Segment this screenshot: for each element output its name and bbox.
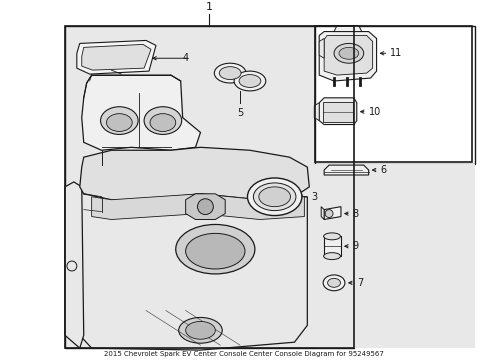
Ellipse shape bbox=[185, 233, 244, 269]
Text: 10: 10 bbox=[368, 107, 380, 117]
Ellipse shape bbox=[327, 278, 340, 287]
Ellipse shape bbox=[338, 48, 358, 59]
Polygon shape bbox=[314, 103, 319, 121]
Polygon shape bbox=[81, 44, 151, 70]
Polygon shape bbox=[324, 165, 368, 175]
Polygon shape bbox=[80, 187, 306, 350]
Bar bbox=[65, 26, 353, 348]
Polygon shape bbox=[65, 182, 83, 348]
Polygon shape bbox=[319, 98, 356, 125]
Text: 6: 6 bbox=[380, 165, 386, 175]
Ellipse shape bbox=[333, 44, 363, 63]
Text: 1: 1 bbox=[205, 2, 212, 12]
Polygon shape bbox=[81, 75, 200, 150]
Polygon shape bbox=[77, 40, 156, 74]
Bar bbox=[323, 102, 352, 122]
Polygon shape bbox=[185, 194, 225, 220]
Text: 7: 7 bbox=[356, 278, 362, 288]
Text: 8: 8 bbox=[352, 208, 358, 219]
Polygon shape bbox=[319, 32, 376, 81]
Polygon shape bbox=[319, 39, 324, 58]
Ellipse shape bbox=[234, 71, 265, 91]
Ellipse shape bbox=[178, 318, 222, 343]
Ellipse shape bbox=[144, 107, 182, 134]
Ellipse shape bbox=[219, 67, 241, 80]
Ellipse shape bbox=[323, 253, 340, 260]
Bar bbox=[315, 164, 473, 348]
Ellipse shape bbox=[185, 321, 215, 339]
Ellipse shape bbox=[253, 183, 295, 211]
Ellipse shape bbox=[101, 107, 138, 134]
Text: 4: 4 bbox=[182, 53, 188, 63]
Text: 11: 11 bbox=[389, 48, 402, 58]
Ellipse shape bbox=[106, 114, 132, 131]
Polygon shape bbox=[324, 236, 340, 256]
Polygon shape bbox=[321, 207, 324, 220]
Ellipse shape bbox=[323, 233, 340, 240]
Text: 2: 2 bbox=[96, 170, 102, 180]
Ellipse shape bbox=[239, 75, 260, 87]
Text: 2015 Chevrolet Spark EV Center Console Center Console Diagram for 95249567: 2015 Chevrolet Spark EV Center Console C… bbox=[104, 351, 383, 357]
Polygon shape bbox=[333, 26, 361, 32]
Polygon shape bbox=[91, 194, 304, 220]
Ellipse shape bbox=[247, 178, 301, 216]
Ellipse shape bbox=[175, 225, 254, 274]
Bar bbox=[315, 26, 473, 164]
Polygon shape bbox=[324, 36, 372, 75]
Circle shape bbox=[325, 210, 332, 217]
Text: 9: 9 bbox=[352, 241, 358, 251]
Polygon shape bbox=[80, 147, 309, 202]
Text: 5: 5 bbox=[237, 108, 243, 118]
Circle shape bbox=[197, 199, 213, 215]
Text: 3: 3 bbox=[311, 192, 317, 202]
Ellipse shape bbox=[323, 275, 344, 291]
Ellipse shape bbox=[258, 187, 290, 207]
Polygon shape bbox=[324, 207, 340, 220]
Ellipse shape bbox=[214, 63, 245, 83]
Bar bbox=[315, 26, 470, 162]
Ellipse shape bbox=[150, 114, 175, 131]
Bar bbox=[65, 26, 353, 348]
